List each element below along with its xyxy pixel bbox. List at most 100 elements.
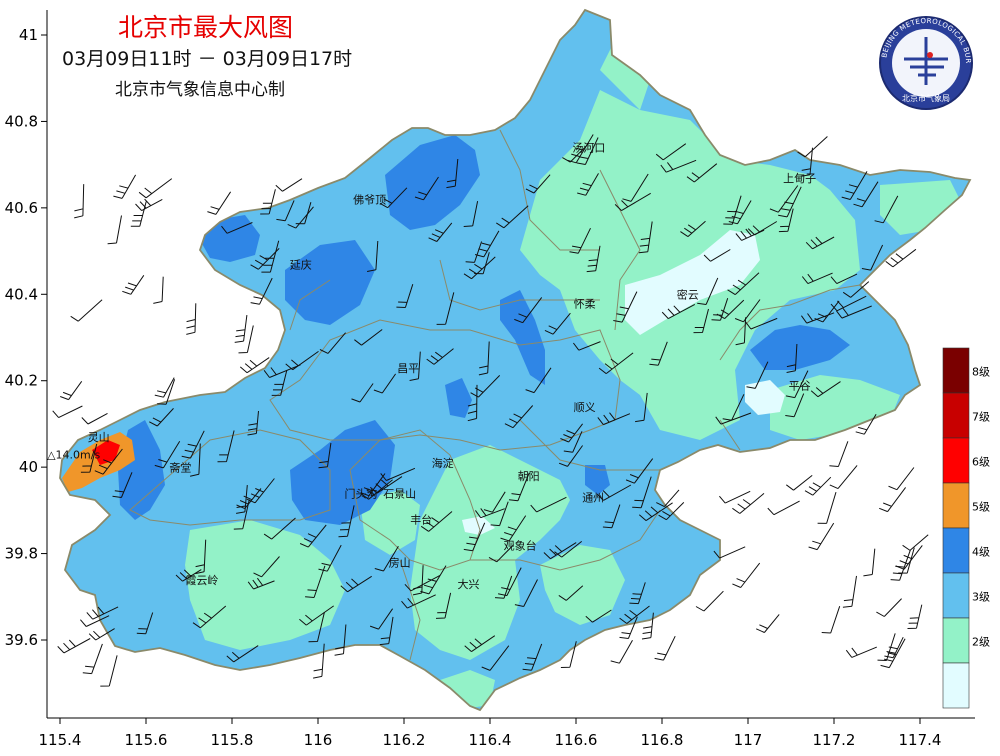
wind-barb — [122, 275, 145, 295]
wind-barb — [810, 381, 841, 398]
legend-swatch — [942, 347, 970, 394]
y-tick-label: 40.4 — [5, 285, 38, 303]
wind-zone — [500, 290, 545, 385]
wind-barb — [778, 186, 802, 218]
wind-barb — [247, 410, 259, 436]
x-tick-label: 116.2 — [383, 731, 426, 749]
x-tick-label: 117.2 — [813, 731, 856, 749]
wind-barb — [693, 308, 709, 334]
wind-barb — [435, 592, 452, 619]
wind-barb — [86, 606, 119, 620]
x-tick-label: 116.6 — [555, 731, 598, 749]
y-tick-label: 40 — [19, 458, 38, 476]
wind-barb — [716, 299, 745, 320]
wind-zone — [585, 465, 610, 495]
wind-barb — [481, 645, 510, 671]
x-tick-label: 116.8 — [641, 731, 684, 749]
wind-barb — [745, 317, 778, 330]
wind-barb — [558, 445, 584, 467]
wind-barb — [723, 195, 742, 225]
wind-zone — [880, 180, 960, 235]
wind-barb — [880, 638, 906, 669]
wind-barb — [577, 173, 599, 196]
wind-barb — [74, 184, 85, 219]
wind-barbs — [52, 134, 929, 687]
wind-barb — [885, 248, 917, 268]
wind-barb — [732, 493, 765, 514]
legend-swatch — [942, 662, 970, 709]
logo-dot-icon — [927, 52, 933, 58]
legend-label: 2级 — [972, 636, 990, 649]
wind-barb — [369, 608, 394, 630]
wind-barb — [463, 256, 496, 280]
station-label: 丰台 — [410, 512, 432, 526]
wind-barb — [351, 383, 374, 403]
wind-barb — [380, 467, 416, 481]
wind-barb — [755, 614, 780, 633]
wind-barb — [842, 281, 870, 298]
wind-barb — [614, 192, 651, 212]
wind-zone — [285, 240, 375, 325]
wind-zone — [750, 325, 850, 370]
wind-barb — [544, 312, 571, 335]
legend-swatch — [942, 392, 970, 439]
wind-barb — [70, 299, 103, 322]
wind-barb — [420, 511, 453, 532]
wind-barb — [149, 408, 174, 427]
wind-zone — [625, 230, 760, 335]
legend-label: 5级 — [972, 501, 990, 514]
wind-barb — [373, 373, 397, 394]
wind-barb — [514, 297, 543, 324]
wind-barb — [629, 582, 646, 605]
wind-barb — [638, 502, 673, 522]
wind-zone — [385, 135, 480, 230]
wind-barb — [107, 215, 122, 245]
wind-barb — [497, 567, 522, 597]
wind-barb — [175, 569, 202, 582]
wind-barb — [829, 465, 858, 490]
wind-barb — [619, 616, 638, 639]
station-label: 昌平 — [397, 362, 419, 375]
wind-barb — [635, 392, 648, 423]
wind-barb — [836, 305, 872, 319]
producer-label: 北京市气象信息中心制 — [115, 80, 285, 100]
wind-barb — [82, 643, 103, 675]
wind-barb — [703, 249, 731, 262]
wind-zone — [92, 440, 120, 465]
station-label: 大兴 — [458, 577, 480, 591]
wind-barb — [767, 500, 800, 516]
wind-barb — [504, 405, 534, 429]
wind-barb — [189, 443, 201, 477]
map-axes: 115.4 115.6 115.8 116 116.2 116.4 116.6 116.8 11… — [5, 10, 975, 749]
wind-barb — [695, 590, 724, 612]
station-label: 汤河口 — [572, 141, 605, 155]
station-label: 灵山 — [88, 431, 110, 444]
wind-barb — [680, 220, 706, 238]
wind-barb — [508, 472, 530, 502]
wind-barb — [153, 276, 164, 304]
time-period: 03月09日11时 － 03月09日17时 — [62, 48, 353, 70]
x-tick-label: 116.4 — [469, 731, 512, 749]
wind-barb — [474, 230, 500, 258]
wind-barb — [596, 484, 632, 501]
x-tick-label: 117 — [734, 731, 763, 749]
wind-barb — [60, 381, 83, 401]
wind-barb — [234, 315, 248, 343]
wind-barb — [275, 178, 303, 192]
legend-swatch — [942, 617, 970, 664]
wind-barb — [260, 189, 276, 215]
wind-barb — [861, 244, 884, 271]
wind-zone — [360, 490, 420, 555]
wind-barb — [186, 303, 197, 335]
wind-barb — [567, 134, 594, 164]
wind-barb — [727, 272, 760, 296]
station-label: 密云 — [677, 288, 699, 302]
wind-barb — [661, 303, 696, 320]
wind-barb — [655, 143, 687, 161]
wind-level-fill — [60, 10, 970, 710]
wind-barb — [436, 292, 455, 325]
logo-bottom-text: 北京市气象局 — [902, 93, 950, 103]
wind-barb — [463, 201, 479, 227]
